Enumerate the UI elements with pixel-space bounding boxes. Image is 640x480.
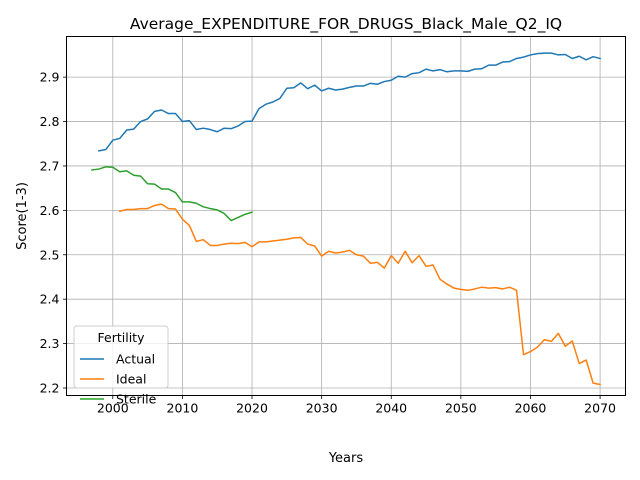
legend: Fertility Actual Ideal Sterile (73, 325, 169, 407)
y-axis-title: Score(1-3) (15, 182, 30, 250)
y-tick-label: 2.5 (40, 247, 60, 262)
legend-label-sterile: Sterile (116, 392, 157, 407)
y-tick-label: 2.9 (40, 70, 60, 85)
x-tick-label: 2070 (584, 401, 616, 416)
x-tick-label: 2030 (306, 401, 338, 416)
y-tick-label: 2.8 (40, 114, 60, 129)
series-line-sterile (91, 166, 253, 222)
x-tick-label: 2020 (236, 401, 268, 416)
x-tick-label: 2050 (445, 401, 477, 416)
y-tick-label: 2.7 (40, 158, 60, 173)
x-tick-label: 2010 (167, 401, 199, 416)
y-tick-label: 2.2 (40, 380, 60, 395)
x-tick-label: 2060 (515, 401, 547, 416)
y-tick-label: 2.6 (40, 203, 60, 218)
x-tick-label: 2040 (375, 401, 407, 416)
x-axis: 2000 2010 2020 2030 2040 2050 2060 2070 (97, 395, 616, 416)
series-line-actual (97, 52, 602, 152)
plot-frame (66, 36, 626, 396)
x-tick-label: 2000 (97, 401, 129, 416)
legend-label-ideal: Ideal (116, 372, 146, 387)
legend-box (73, 325, 169, 389)
y-tick-label: 2.3 (40, 336, 60, 351)
y-tick-label: 2.4 (40, 292, 60, 307)
series-line-ideal (118, 203, 601, 386)
legend-title: Fertility (98, 330, 146, 345)
y-axis: 2.2 2.3 2.4 2.5 2.6 2.7 2.8 2.9 (40, 70, 67, 395)
legend-label-actual: Actual (116, 352, 155, 367)
data-series (91, 52, 602, 386)
chart-title: Average_EXPENDITURE_FOR_DRUGS_Black_Male… (130, 15, 562, 34)
x-axis-title: Years (328, 451, 364, 466)
